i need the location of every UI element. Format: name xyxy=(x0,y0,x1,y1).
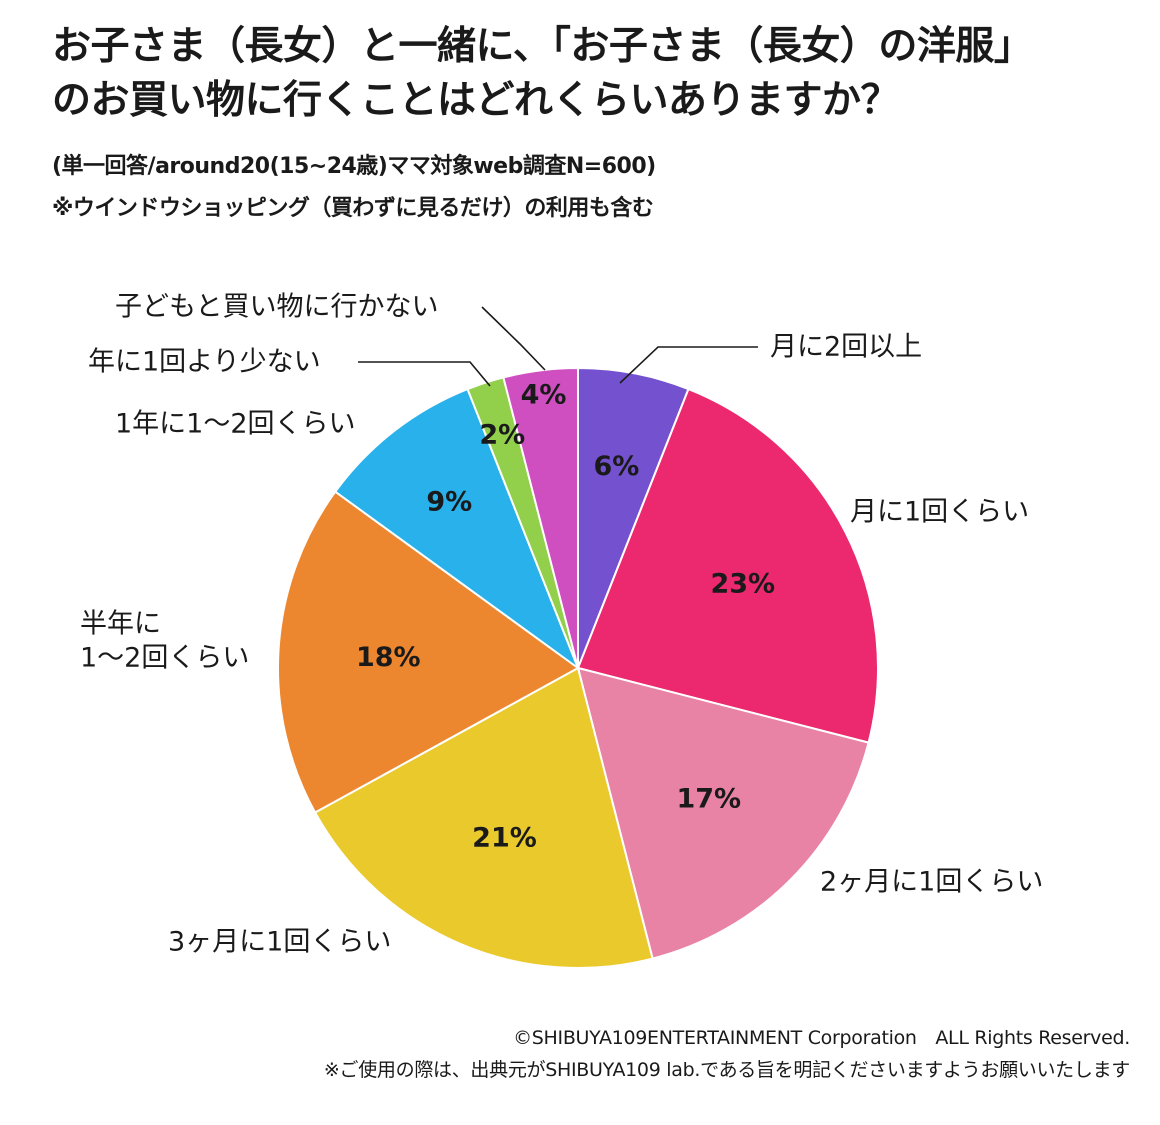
slice-category-label: 子どもと買い物に行かない xyxy=(115,292,438,323)
leader-line xyxy=(619,346,758,384)
slice-percent-label: 2% xyxy=(479,420,525,451)
pie-slice xyxy=(313,666,654,969)
subtitle-line-2: ※ウインドウショッピング（買わずに見るだけ）の利用も含む xyxy=(52,196,654,221)
copyright-text: ©SHIBUYA109ENTERTAINMENT Corporation ALL… xyxy=(513,1027,1130,1049)
pie-leader-lines xyxy=(358,306,758,387)
slice-percent-label: 6% xyxy=(593,451,639,482)
leader-line xyxy=(481,306,546,371)
slice-category-label: 3ヶ月に1回くらい xyxy=(168,927,391,958)
slice-percent-label: 9% xyxy=(426,487,472,518)
pie-slice xyxy=(576,666,870,960)
slice-percent-label: 18% xyxy=(356,642,421,673)
slice-percent-label: 4% xyxy=(521,380,567,411)
title-line-2: のお買い物に行くことはどれくらいありますか？ xyxy=(52,78,900,123)
usage-note: ※ご使用の際は、出典元がSHIBUYA109 lab.である旨を明記くださいます… xyxy=(323,1059,1130,1081)
chart-title: お子さま（長女）と一緒に、「お子さま（長女）の洋服」 のお買い物に行くことはどれ… xyxy=(52,20,1142,128)
pie-percent-labels: 6% 23% 17% 21% 18% 9% 2% 4% xyxy=(356,380,775,854)
slice-category-label: 1～2回くらい xyxy=(80,643,249,674)
slice-percent-label: 23% xyxy=(710,569,775,600)
chart-subtitle: (単一回答/around20(15~24歳)ママ対象web調査N=600) ※ウ… xyxy=(52,146,656,230)
slice-category-label: 半年に xyxy=(80,609,161,640)
subtitle-line-1: (単一回答/around20(15~24歳)ママ対象web調査N=600) xyxy=(52,154,656,179)
pie-slice xyxy=(333,387,581,671)
slice-category-label: 1年に1～2回くらい xyxy=(115,409,356,440)
leader-line xyxy=(358,361,491,387)
pie-slice xyxy=(277,490,580,814)
slice-category-label: 年に1回より少ない xyxy=(88,347,321,378)
title-line-1: お子さま（長女）と一緒に、「お子さま（長女）の洋服」 xyxy=(52,24,1033,69)
slice-percent-label: 21% xyxy=(472,822,537,853)
slice-percent-label: 17% xyxy=(676,783,741,814)
pie-slices xyxy=(277,366,879,969)
footer: ©SHIBUYA109ENTERTAINMENT Corporation ALL… xyxy=(324,1022,1130,1086)
slice-category-label: 2ヶ月に1回くらい xyxy=(820,867,1043,898)
slice-category-label: 月に2回以上 xyxy=(770,332,922,363)
pie-slice xyxy=(576,387,879,744)
slice-category-label: 月に1回くらい xyxy=(850,497,1029,528)
pie-slice xyxy=(502,366,579,669)
